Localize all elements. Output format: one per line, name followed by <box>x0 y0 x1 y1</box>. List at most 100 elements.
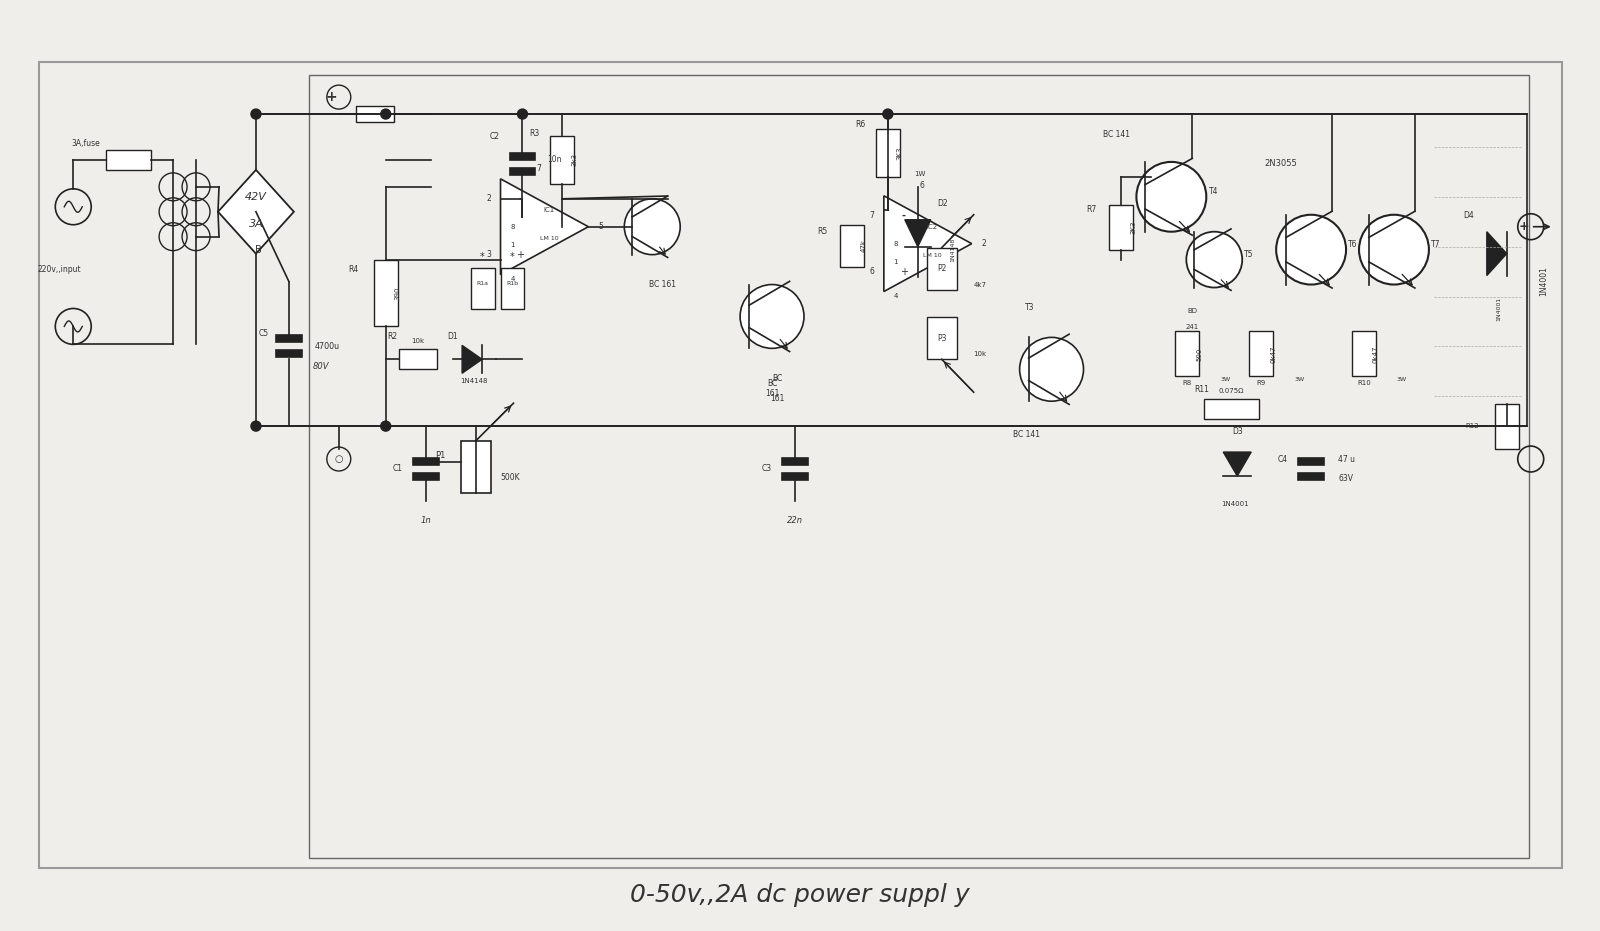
Text: +: + <box>517 250 525 260</box>
Text: LM 10: LM 10 <box>923 253 941 258</box>
Text: 3A: 3A <box>248 219 264 229</box>
Text: P2: P2 <box>938 264 947 273</box>
Text: C4: C4 <box>1278 454 1288 464</box>
Text: 8: 8 <box>893 241 898 247</box>
Text: R1b: R1b <box>507 281 518 286</box>
Bar <box>1352 331 1376 376</box>
Bar <box>1494 404 1518 449</box>
Text: +: + <box>1518 221 1530 233</box>
Text: 0-50v,,2A dc power suppl y: 0-50v,,2A dc power suppl y <box>630 883 970 907</box>
Circle shape <box>1358 215 1429 285</box>
Text: ○: ○ <box>334 454 342 464</box>
Text: 1n: 1n <box>421 517 430 525</box>
Text: R4: R4 <box>349 265 358 274</box>
Bar <box>461 441 491 492</box>
Text: 10n: 10n <box>547 155 562 165</box>
Bar <box>1109 205 1133 250</box>
Text: BC 161: BC 161 <box>648 280 675 289</box>
Circle shape <box>883 109 893 119</box>
Text: R7: R7 <box>1086 205 1096 214</box>
Text: 2: 2 <box>486 195 491 203</box>
Bar <box>275 350 302 358</box>
Text: 390: 390 <box>395 286 400 300</box>
Text: 4700u: 4700u <box>314 342 339 351</box>
Circle shape <box>381 421 390 431</box>
Text: IC1: IC1 <box>544 207 555 213</box>
Bar <box>926 248 957 290</box>
Text: *: * <box>510 251 515 262</box>
Text: R3: R3 <box>530 129 539 139</box>
Text: D4: D4 <box>1464 211 1474 221</box>
Text: R12: R12 <box>1466 423 1478 429</box>
Text: BC
161: BC 161 <box>765 379 779 398</box>
Text: 2: 2 <box>981 239 986 249</box>
Bar <box>1176 331 1200 376</box>
Text: 241: 241 <box>1186 324 1198 331</box>
Text: 10k: 10k <box>973 351 986 358</box>
Polygon shape <box>218 169 294 253</box>
Text: 4k7: 4k7 <box>973 281 986 288</box>
Text: D1: D1 <box>448 331 458 341</box>
Text: 1W: 1W <box>914 171 925 177</box>
Text: C5: C5 <box>259 329 269 338</box>
Bar <box>782 458 808 465</box>
Bar <box>309 75 1528 857</box>
Text: 3W: 3W <box>1294 377 1304 382</box>
Text: 5: 5 <box>598 223 603 231</box>
Text: BC 141: BC 141 <box>1013 429 1040 439</box>
Bar <box>1298 458 1325 465</box>
Text: 1: 1 <box>893 259 898 264</box>
Bar <box>413 458 438 465</box>
Text: D3: D3 <box>1232 426 1243 436</box>
Circle shape <box>1186 232 1242 288</box>
Text: 3W: 3W <box>1221 377 1230 382</box>
Bar <box>509 153 536 160</box>
Bar <box>398 349 437 370</box>
Text: 3k3: 3k3 <box>571 154 578 167</box>
Text: 0k47: 0k47 <box>1270 345 1277 362</box>
Text: T6: T6 <box>1349 240 1358 250</box>
Text: 6: 6 <box>920 182 925 190</box>
Text: BC 141: BC 141 <box>1102 130 1130 140</box>
Bar <box>1250 331 1274 376</box>
Bar <box>1205 399 1259 419</box>
Text: +: + <box>325 90 336 104</box>
Text: LM 10: LM 10 <box>539 236 558 241</box>
Bar <box>106 150 150 169</box>
Text: 42V: 42V <box>245 192 267 202</box>
Text: 500K: 500K <box>501 474 520 482</box>
Text: 3: 3 <box>486 250 491 259</box>
Text: 8: 8 <box>510 223 515 230</box>
Text: T5: T5 <box>1245 250 1254 259</box>
Bar <box>875 129 899 177</box>
Bar <box>374 260 398 327</box>
Circle shape <box>1019 337 1083 401</box>
Text: 0.075Ω: 0.075Ω <box>1219 388 1245 394</box>
Text: 7: 7 <box>536 165 541 173</box>
Polygon shape <box>1486 232 1507 276</box>
Text: R5: R5 <box>818 227 827 236</box>
Polygon shape <box>462 345 482 373</box>
Text: B: B <box>254 245 261 255</box>
Bar <box>470 267 494 309</box>
Text: BC: BC <box>771 373 782 383</box>
Text: T7: T7 <box>1430 240 1440 250</box>
Text: IC2: IC2 <box>926 224 938 230</box>
Text: 3A,fuse: 3A,fuse <box>72 140 101 148</box>
Text: 1N4001: 1N4001 <box>1496 296 1501 320</box>
Bar <box>840 224 864 266</box>
Text: 3K3: 3K3 <box>898 146 902 160</box>
Circle shape <box>741 285 803 348</box>
Text: 1N4001: 1N4001 <box>1221 501 1250 506</box>
Text: BD: BD <box>1187 308 1197 315</box>
Text: 1N4001: 1N4001 <box>1539 266 1549 296</box>
Text: 6: 6 <box>869 267 874 277</box>
Polygon shape <box>1224 452 1251 476</box>
Text: 10k: 10k <box>411 338 424 344</box>
Circle shape <box>1136 162 1206 232</box>
Text: T4: T4 <box>1208 187 1218 196</box>
Text: C1: C1 <box>392 465 403 474</box>
Text: 2N3055: 2N3055 <box>1264 159 1298 169</box>
Text: 220v,,input: 220v,,input <box>37 265 82 274</box>
Text: 63V: 63V <box>1339 475 1354 483</box>
